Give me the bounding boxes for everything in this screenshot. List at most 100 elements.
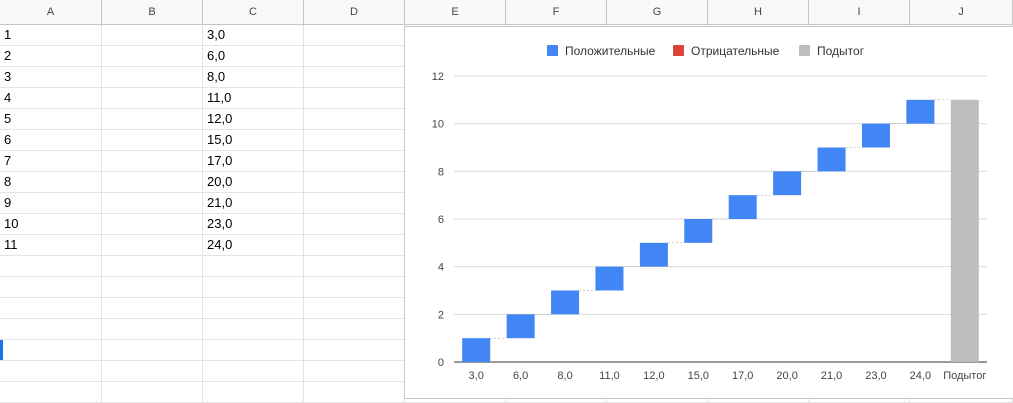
cell-a11[interactable]: 11 [0,235,102,255]
cell-a13[interactable] [0,277,102,297]
column-header-b[interactable]: B [102,0,203,24]
cell-b15[interactable] [102,319,203,339]
cell-b2[interactable] [102,46,203,66]
waterfall-bar [684,219,713,243]
cell-d12[interactable] [304,256,405,276]
cell-d1[interactable] [304,25,405,45]
cell-c2[interactable]: 6,0 [203,46,304,66]
column-header-f[interactable]: F [506,0,607,24]
cell-d11[interactable] [304,235,405,255]
y-tick-label: 6 [438,214,444,226]
cell-b13[interactable] [102,277,203,297]
legend-swatch-2 [673,45,684,56]
waterfall-bar [773,171,802,196]
y-tick-label: 0 [438,357,444,369]
cell-a18[interactable] [0,382,102,402]
waterfall-bar [861,123,890,148]
cell-d13[interactable] [304,277,405,297]
cell-d7[interactable] [304,151,405,171]
cell-a14[interactable] [0,298,102,318]
cell-a6[interactable]: 6 [0,130,102,150]
cell-b7[interactable] [102,151,203,171]
cell-b17[interactable] [102,361,203,381]
cell-c8[interactable]: 20,0 [203,172,304,192]
cell-b4[interactable] [102,88,203,108]
cell-c7[interactable]: 17,0 [203,151,304,171]
cell-a10[interactable]: 10 [0,214,102,234]
cell-c3[interactable]: 8,0 [203,67,304,87]
cell-d9[interactable] [304,193,405,213]
cell-a8[interactable]: 8 [0,172,102,192]
waterfall-bar [817,147,846,172]
cell-a3[interactable]: 3 [0,67,102,87]
cell-c14[interactable] [203,298,304,318]
cell-b5[interactable] [102,109,203,129]
waterfall-bar [595,266,624,291]
cell-d10[interactable] [304,214,405,234]
legend-label-2: Отрицательные [691,44,780,58]
column-header-a[interactable]: A [0,0,102,24]
chart-canvas: 0 2 4 6 8 10 12 3,0 6,0 8,0 11,0 12,0 15,0 17,0 20,0 21… [432,44,987,382]
cell-c17[interactable] [203,361,304,381]
column-header-e[interactable]: E [405,0,506,24]
cell-c15[interactable] [203,319,304,339]
cell-d2[interactable] [304,46,405,66]
cell-b6[interactable] [102,130,203,150]
cell-a7[interactable]: 7 [0,151,102,171]
cell-a17[interactable] [0,361,102,381]
cell-d17[interactable] [304,361,405,381]
cell-c9[interactable]: 21,0 [203,193,304,213]
cell-d16[interactable] [304,340,405,360]
cell-c4[interactable]: 11,0 [203,88,304,108]
cell-b10[interactable] [102,214,203,234]
cell-d15[interactable] [304,319,405,339]
x-tick-label: 20,0 [776,370,797,382]
cell-c10[interactable]: 23,0 [203,214,304,234]
x-tick-label: 23,0 [865,370,886,382]
cell-d5[interactable] [304,109,405,129]
cell-c11[interactable]: 24,0 [203,235,304,255]
y-tick-label: 10 [432,119,444,131]
cell-a2[interactable]: 2 [0,46,102,66]
cell-a15[interactable] [0,319,102,339]
cell-b1[interactable] [102,25,203,45]
subtotal-bar [950,99,979,362]
cell-c5[interactable]: 12,0 [203,109,304,129]
cell-a9[interactable]: 9 [0,193,102,213]
cell-d14[interactable] [304,298,405,318]
cell-a12[interactable] [0,256,102,276]
cell-c16[interactable] [203,340,304,360]
column-header-c[interactable]: C [203,0,304,24]
cell-a5[interactable]: 5 [0,109,102,129]
y-tick-label: 4 [438,262,444,274]
cell-a4[interactable]: 4 [0,88,102,108]
cell-c18[interactable] [203,382,304,402]
cell-a16[interactable] [0,340,102,360]
cell-c13[interactable] [203,277,304,297]
waterfall-bar [551,290,580,315]
cell-b16[interactable] [102,340,203,360]
cell-b11[interactable] [102,235,203,255]
cell-d4[interactable] [304,88,405,108]
cell-a1[interactable]: 1 [0,25,102,45]
cell-d3[interactable] [304,67,405,87]
cell-d18[interactable] [304,382,405,402]
cell-b8[interactable] [102,172,203,192]
column-header-g[interactable]: G [607,0,708,24]
column-header-j[interactable]: J [910,0,1013,24]
cell-b14[interactable] [102,298,203,318]
cell-d6[interactable] [304,130,405,150]
cell-b12[interactable] [102,256,203,276]
cell-c1[interactable]: 3,0 [203,25,304,45]
column-header-i[interactable]: I [809,0,910,24]
cell-c12[interactable] [203,256,304,276]
waterfall-chart[interactable]: 0 2 4 6 8 10 12 3,0 6,0 8,0 11,0 12,0 15,0 17,0 20,0 21… [404,26,1013,399]
cell-b3[interactable] [102,67,203,87]
cell-d8[interactable] [304,172,405,192]
cell-c6[interactable]: 15,0 [203,130,304,150]
y-tick-label: 12 [432,71,444,83]
cell-b9[interactable] [102,193,203,213]
cell-b18[interactable] [102,382,203,402]
column-header-d[interactable]: D [304,0,405,24]
column-header-h[interactable]: H [708,0,809,24]
